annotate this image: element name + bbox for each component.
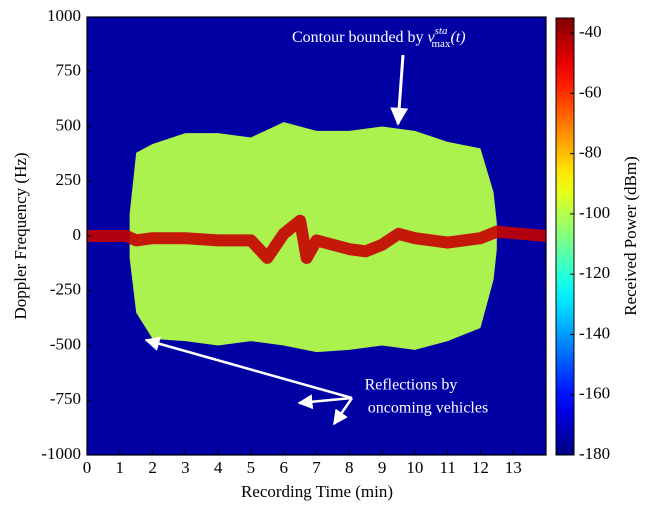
x-tick-label: 13: [505, 458, 522, 477]
annotation-reflections: Reflections by oncoming vehicles: [144, 336, 488, 426]
colorbar: [555, 17, 575, 456]
annotation-contour: Contour bounded by νsta max(t): [292, 25, 466, 126]
colorbar-tick-label: -140: [579, 323, 610, 342]
x-tick-label: 5: [247, 458, 256, 477]
annotation-text: Reflections by: [365, 377, 458, 394]
colorbar-tick-label: -180: [579, 444, 610, 463]
annotation-arrow: [144, 336, 353, 400]
annotation-symbol: ν: [428, 29, 436, 46]
x-tick-label: 3: [181, 458, 190, 477]
x-tick-label: 12: [472, 458, 489, 477]
colorbar-tick-label: -160: [579, 384, 610, 403]
x-tick-label: 8: [345, 458, 354, 477]
annotation-text: oncoming vehicles: [368, 400, 488, 417]
x-axis-label: Recording Time (min): [241, 482, 393, 501]
plot-area: [87, 17, 546, 455]
colorbar-tick-label: -80: [579, 143, 602, 162]
y-tick-label: -1000: [41, 444, 81, 463]
y-tick-label: -250: [50, 280, 81, 299]
x-tick-label: 4: [214, 458, 223, 477]
y-tick-label: 250: [56, 170, 82, 189]
x-tick-label: 11: [439, 458, 455, 477]
y-axis-label: Doppler Frequency (Hz): [11, 152, 30, 319]
colorbar-tick-label: -120: [579, 263, 610, 282]
x-tick-label: 0: [83, 458, 92, 477]
annotation-arrow: [297, 394, 353, 410]
x-tick-label: 10: [406, 458, 423, 477]
y-tick-label: -500: [50, 334, 81, 353]
x-tick-label: 9: [378, 458, 387, 477]
y-tick-label: 0: [73, 225, 82, 244]
x-tick-label: 2: [148, 458, 157, 477]
x-tick-label: 7: [312, 458, 321, 477]
annotation-text: Contour bounded by: [292, 29, 424, 46]
x-tick-label: 6: [279, 458, 288, 477]
y-tick-label: 500: [56, 115, 82, 134]
y-tick-label: -750: [50, 389, 81, 408]
annotation-arrow: [390, 54, 409, 126]
colorbar-tick-label: -60: [579, 82, 602, 101]
colorbar-tick-label: -40: [579, 22, 602, 41]
annotation-arg: (t): [450, 29, 465, 46]
center-trace: [87, 214, 546, 264]
annotation-arrow: [332, 397, 354, 426]
annotation-text: Contour bounded by νsta max(t): [292, 25, 466, 50]
colorbar-label: Received Power (dBm): [621, 156, 640, 316]
colorbar-tick-label: -100: [579, 203, 610, 222]
y-tick-label: 750: [56, 61, 82, 80]
annotation-sub: max: [432, 38, 451, 50]
annotation-sup: sta: [435, 25, 448, 37]
x-tick-label: 1: [116, 458, 125, 477]
y-tick-label: 1000: [47, 6, 81, 25]
